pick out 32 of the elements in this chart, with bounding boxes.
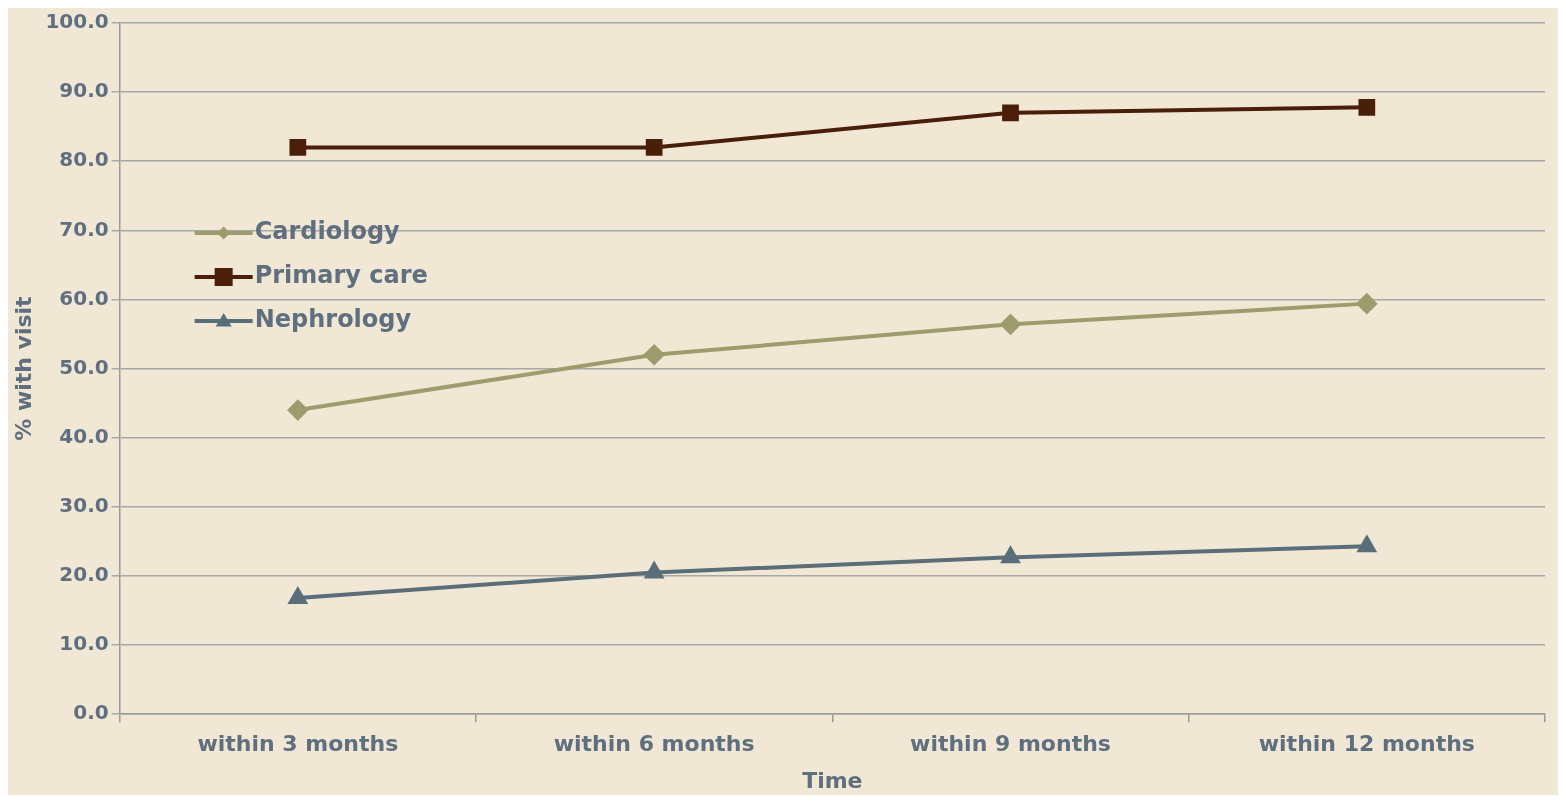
y-tick-label: 40.0 xyxy=(59,423,109,448)
point xyxy=(645,139,663,156)
legend-label: Nephrology xyxy=(254,305,412,334)
x-tick-label: within 3 months xyxy=(197,731,399,757)
y-tick-label: 0.0 xyxy=(73,700,109,725)
y-tick-label: 20.0 xyxy=(59,562,109,587)
point xyxy=(288,588,307,605)
point xyxy=(287,400,308,421)
x-tick-label: within 6 months xyxy=(553,731,755,757)
point xyxy=(1002,104,1019,122)
point xyxy=(1001,547,1020,564)
y-tick-label: 60.0 xyxy=(59,285,109,310)
y-tick-label: 70.0 xyxy=(59,216,109,241)
y-tick-label: 80.0 xyxy=(59,147,109,172)
point xyxy=(645,562,664,579)
point xyxy=(1000,314,1021,335)
point xyxy=(644,344,665,365)
x-axis-title: Time xyxy=(802,767,863,793)
point xyxy=(289,139,307,156)
point xyxy=(1357,536,1376,553)
y-axis-title: % with visit xyxy=(10,295,36,441)
y-tick-label: 100.0 xyxy=(45,9,109,34)
point xyxy=(1358,98,1376,116)
point xyxy=(1356,293,1377,314)
legend-label: Cardiology xyxy=(254,217,401,246)
legend-label: Primary care xyxy=(254,261,428,290)
x-tick-label: within 9 months xyxy=(910,731,1111,757)
x-tick-label: within 12 months xyxy=(1258,731,1475,757)
y-tick-label: 90.0 xyxy=(59,78,109,103)
y-tick-label: 30.0 xyxy=(59,493,109,518)
y-tick-label: 10.0 xyxy=(59,631,109,656)
y-tick-label: 50.0 xyxy=(59,354,109,379)
